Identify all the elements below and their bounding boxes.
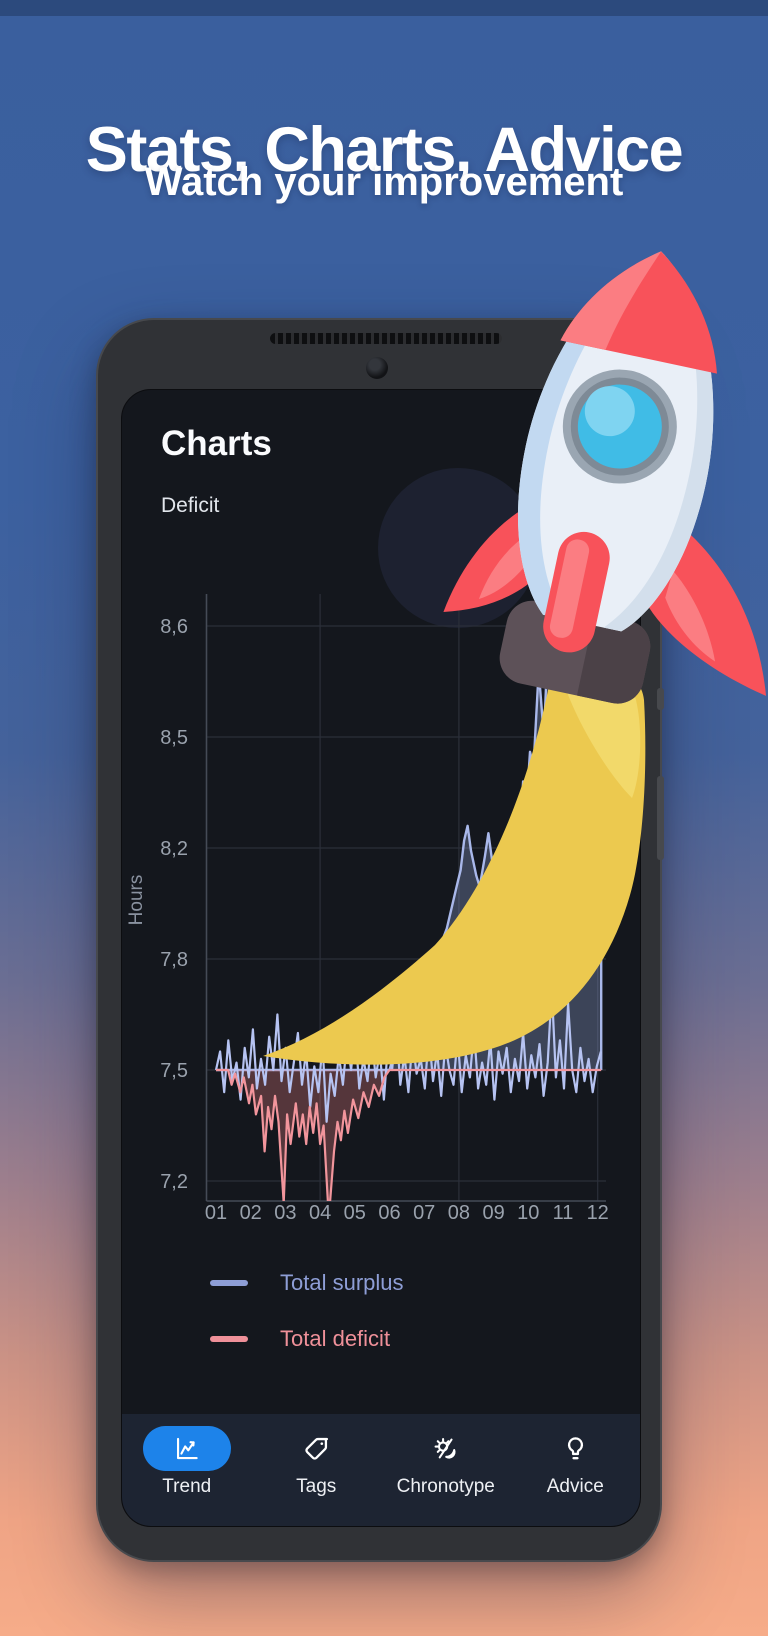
- phone-mockup: Charts Deficit 7,2 7,5 7,8 8,2 8,5 8,6 01 02 03 0…: [96, 318, 662, 1562]
- svg-text:08: 08: [448, 1202, 470, 1224]
- svg-text:09: 09: [482, 1202, 504, 1224]
- svg-text:07: 07: [413, 1202, 435, 1224]
- page-title: Charts: [161, 424, 272, 463]
- surplus-swatch: [210, 1280, 248, 1286]
- nav-label: Trend: [162, 1476, 212, 1497]
- svg-text:01: 01: [205, 1202, 227, 1224]
- svg-text:04: 04: [309, 1202, 331, 1224]
- svg-text:12: 12: [587, 1202, 609, 1224]
- svg-text:11: 11: [553, 1202, 574, 1224]
- svg-text:7,2: 7,2: [160, 1171, 188, 1193]
- svg-text:7,5: 7,5: [160, 1060, 188, 1082]
- legend-item-deficit: Total deficit: [210, 1324, 404, 1354]
- svg-text:8,2: 8,2: [160, 838, 188, 860]
- svg-text:Hours: Hours: [126, 875, 147, 926]
- hero-title: Stats, Charts, Advice: [85, 115, 684, 186]
- legend-label: Total surplus: [280, 1270, 404, 1295]
- tag-icon: [305, 1437, 328, 1460]
- svg-text:02: 02: [240, 1202, 262, 1224]
- app-screen: Charts Deficit 7,2 7,5 7,8 8,2 8,5 8,6 01 02 03 0…: [121, 389, 641, 1527]
- chronotype-icon: [434, 1437, 456, 1459]
- nav-label: Chronotype: [396, 1476, 495, 1497]
- nav-label: Advice: [546, 1476, 604, 1497]
- front-camera-icon: [366, 357, 388, 379]
- svg-text:10: 10: [517, 1202, 539, 1224]
- svg-text:05: 05: [344, 1202, 366, 1224]
- volume-button: [657, 688, 664, 710]
- svg-text:03: 03: [274, 1202, 296, 1224]
- legend-item-surplus: Total surplus: [210, 1268, 404, 1298]
- trend-chart-icon: [177, 1437, 198, 1459]
- power-button: [657, 776, 664, 860]
- deficit-swatch: [210, 1336, 248, 1342]
- bottom-nav-bar: Trend Tags: [122, 1414, 640, 1526]
- svg-text:8,6: 8,6: [160, 616, 188, 638]
- nav-item-advice[interactable]: Advice: [515, 1425, 635, 1498]
- top-dark-strip: [0, 0, 768, 16]
- speaker-grille-icon: [270, 333, 502, 344]
- nav-item-chronotype[interactable]: Chronotype: [386, 1425, 506, 1498]
- nav-item-tags[interactable]: Tags: [256, 1425, 376, 1498]
- nav-item-trend[interactable]: Trend: [127, 1425, 247, 1498]
- lightbulb-icon: [567, 1436, 583, 1459]
- svg-text:06: 06: [378, 1202, 400, 1224]
- chart-title: Deficit: [161, 494, 220, 517]
- deficit-trend-chart: 7,2 7,5 7,8 8,2 8,5 8,6 01 02 03 04 05 06 07 08 09 10 11…: [126, 594, 609, 1224]
- legend-label: Total deficit: [280, 1326, 391, 1351]
- chart-legend: Total surplus Total deficit: [210, 1268, 404, 1380]
- active-tab-pill: [142, 1425, 231, 1471]
- svg-text:8,5: 8,5: [160, 727, 188, 749]
- hero-subtitle: Watch your improvement: [144, 160, 624, 204]
- nav-label: Tags: [296, 1476, 337, 1497]
- svg-text:7,8: 7,8: [160, 949, 188, 971]
